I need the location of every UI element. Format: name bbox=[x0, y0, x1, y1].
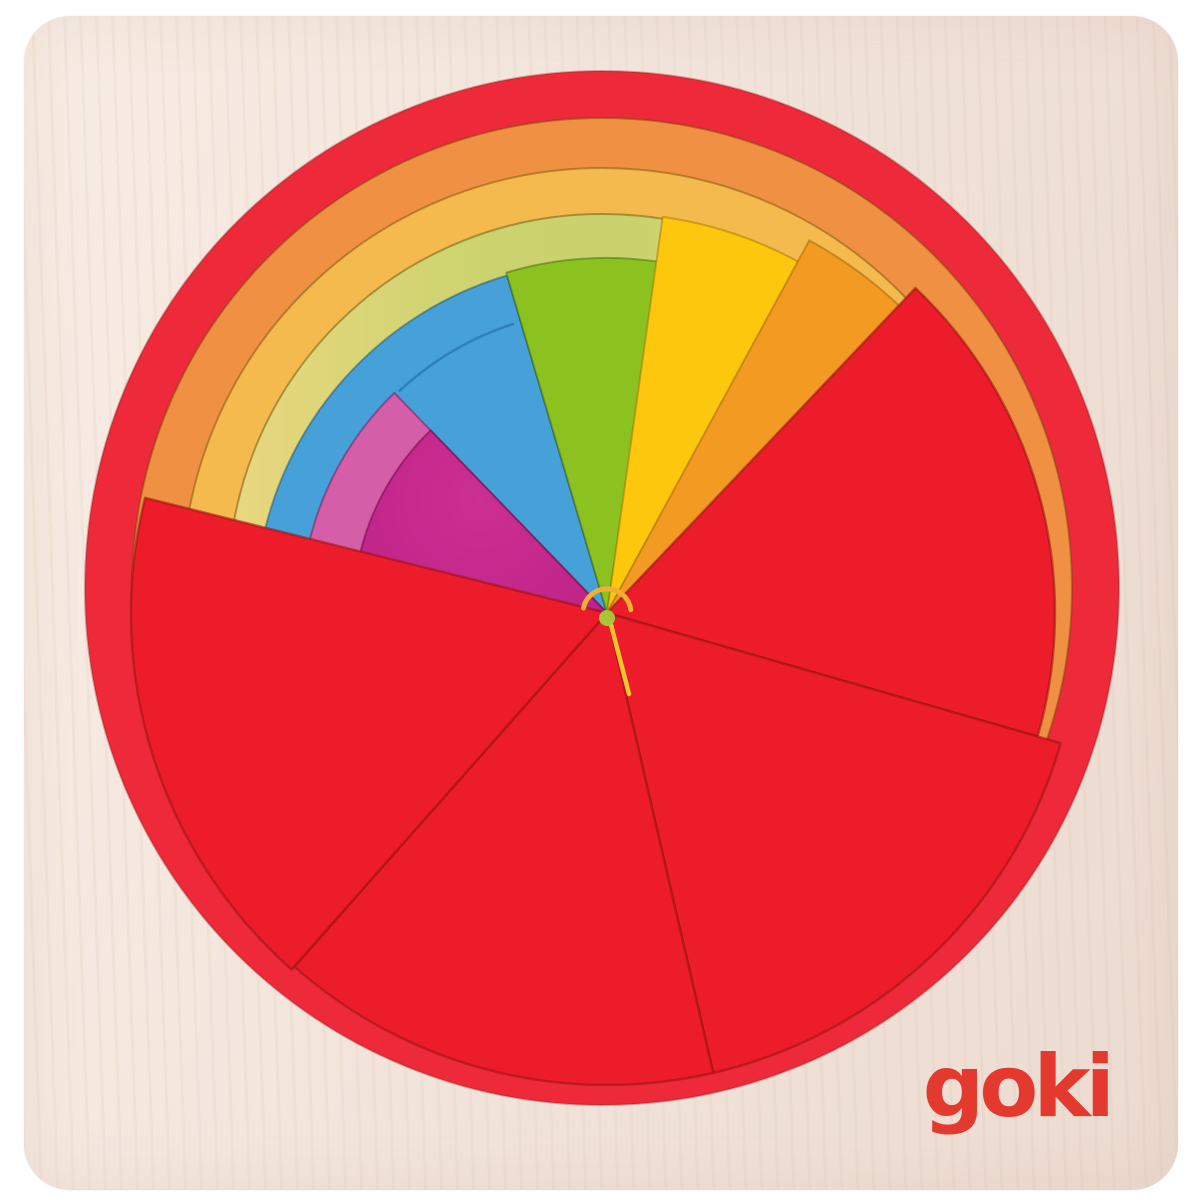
red-wedge-left bbox=[129, 496, 609, 971]
center-yellow-sliver bbox=[607, 618, 632, 697]
puzzle-pieces bbox=[84, 70, 1120, 1106]
goki-logo: goki bbox=[922, 1037, 1115, 1137]
red-wedge-upper-right bbox=[605, 286, 1057, 738]
center-yellow-curl bbox=[581, 586, 634, 613]
green-wedge bbox=[505, 257, 661, 614]
blue-seam-arc bbox=[398, 322, 515, 392]
red-wedge-lower-right bbox=[605, 611, 1062, 1075]
red-wedge-bottom bbox=[292, 611, 715, 1087]
center-lime-dot bbox=[599, 610, 615, 626]
